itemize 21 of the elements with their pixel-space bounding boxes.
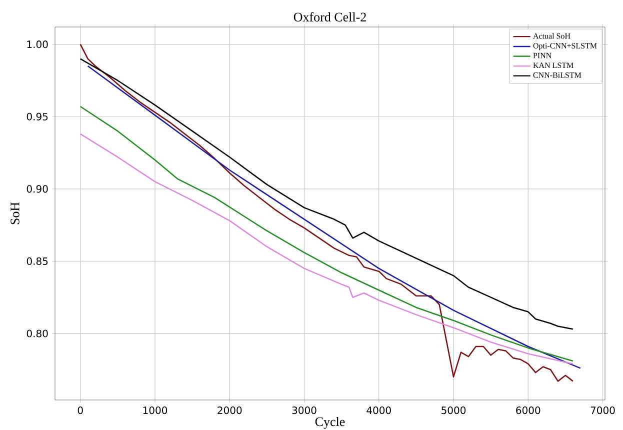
y-tick-label: 1.00 (27, 40, 48, 48)
x-tick-label: 6000 (516, 406, 540, 414)
x-tick-label: 4000 (366, 406, 391, 414)
x-tick-label: 1000 (143, 406, 168, 414)
y-tick-label: 0.80 (26, 330, 48, 338)
y-tick-label: 0.95 (26, 112, 48, 120)
legend-label: CNN-BiLSTM (533, 72, 582, 78)
x-tick-label: 3000 (292, 406, 316, 414)
x-tick-label: 5000 (442, 406, 466, 414)
y-tick-label: 0.85 (26, 257, 48, 265)
legend-label: Opti-CNN+SLSTM (533, 43, 597, 50)
y-axis-title: SoH (10, 202, 20, 224)
x-tick-label: 7000 (590, 406, 615, 414)
legend-label: PINN (533, 52, 552, 58)
x-axis-title: Cycle (315, 416, 345, 429)
x-tick-label: 0 (78, 406, 83, 414)
legend-label: KAN LSTM (533, 62, 574, 68)
y-tick-label: 0.90 (26, 185, 48, 193)
legend-label: Actual SoH (533, 33, 570, 39)
x-tick-label: 2000 (218, 406, 242, 414)
chart-title: Oxford Cell-2 (294, 12, 366, 22)
